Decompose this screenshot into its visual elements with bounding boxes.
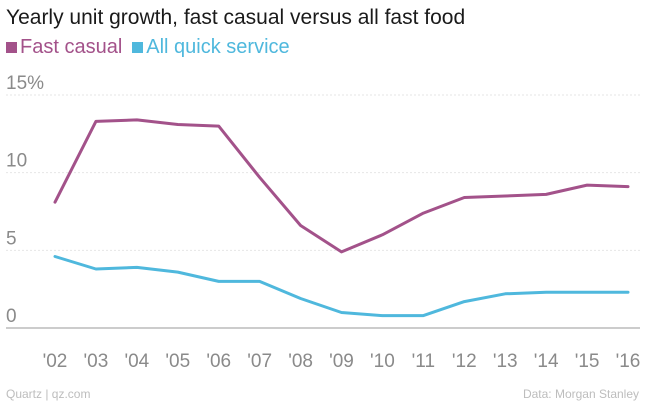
- x-tick-label-13: '13: [493, 351, 518, 372]
- legend: Fast casual All quick service: [6, 36, 290, 59]
- series-line-all-quick-service: [53, 255, 630, 318]
- x-tick-label-16: '16: [616, 351, 641, 372]
- y-tick-label-10: 10: [6, 151, 27, 172]
- x-tick-label-05: '05: [165, 351, 190, 372]
- x-tick-label-15: '15: [575, 351, 600, 372]
- y-tick-label-0: 0: [6, 306, 17, 327]
- y-tick-label-15: 15%: [6, 73, 44, 94]
- x-tick-label-10: '10: [370, 351, 395, 372]
- series-line-fast-casual: [53, 118, 630, 254]
- legend-entry-fast-casual: Fast casual: [6, 36, 122, 59]
- legend-entry-all-quick-service: All quick service: [132, 36, 290, 59]
- x-tick-label-14: '14: [534, 351, 559, 372]
- legend-label-fast-casual: Fast casual: [20, 36, 123, 58]
- x-tick-label-02: '02: [43, 351, 68, 372]
- chart-title: Yearly unit growth, fast casual versus a…: [6, 6, 466, 29]
- x-tick-label-09: '09: [329, 351, 354, 372]
- legend-swatch-all-quick-service: [132, 42, 144, 53]
- footer-source-left: Quartz | qz.com: [6, 387, 91, 401]
- x-tick-label-08: '08: [288, 351, 313, 372]
- x-tick-label-12: '12: [452, 351, 477, 372]
- x-tick-label-11: '11: [412, 351, 435, 372]
- footer-source-right: Data: Morgan Stanley: [522, 387, 639, 401]
- y-tick-label-5: 5: [6, 228, 17, 249]
- x-tick-label-07: '07: [247, 351, 272, 372]
- legend-swatch-fast-casual: [6, 42, 17, 53]
- x-tick-label-04: '04: [124, 351, 149, 372]
- legend-label-all-quick-service: All quick service: [146, 36, 290, 58]
- x-tick-label-03: '03: [84, 351, 109, 372]
- x-tick-label-06: '06: [206, 351, 231, 372]
